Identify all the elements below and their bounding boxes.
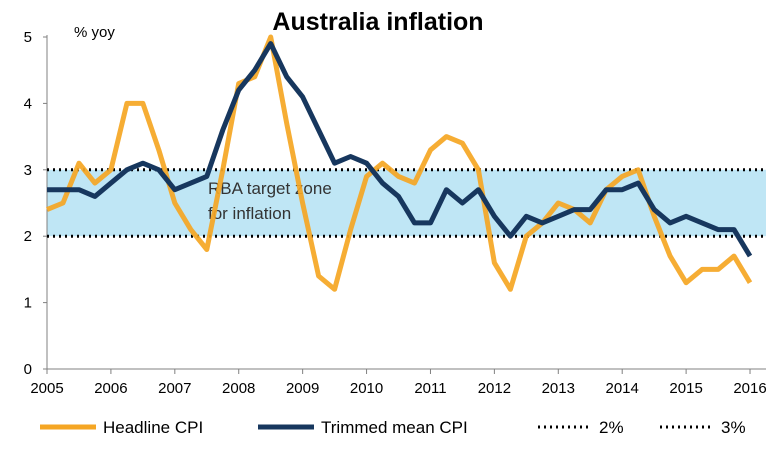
series-line-trimmed-mean-cpi [47,41,753,258]
x-tick-label: 2014 [606,380,639,397]
y-tick-label: 2 [24,228,32,245]
legend-label: 3% [721,418,746,437]
axes-group: 0 1 2 3 4 5 2005 2006 2007 2008 2009 2010 2011 2012 20… [24,29,767,397]
series-line-headline-cpi [46,34,753,292]
y-axis-label: % yoy [74,24,115,41]
band-label-line: for inflation [208,204,291,223]
x-tick-label: 2015 [669,380,702,397]
legend-label: Trimmed mean CPI [321,418,468,437]
x-tick-label: 2009 [286,380,319,397]
x-tick-label: 2016 [733,380,766,397]
x-tick-label: 2008 [222,380,255,397]
band-label-line: RBA target zone [208,179,332,198]
legend-label: 2% [599,418,624,437]
x-tick-label: 2005 [30,380,63,397]
legend-label: Headline CPI [103,418,203,437]
x-tick-label: 2013 [542,380,575,397]
x-tick-label: 2010 [350,380,383,397]
x-tick-label: 2011 [414,380,446,397]
series-group [46,34,753,292]
y-tick-label: 3 [24,162,32,179]
x-tick-label: 2012 [478,380,511,397]
y-tick-label: 0 [24,361,32,378]
y-tick-label: 4 [24,95,32,112]
x-tick-label: 2006 [94,380,127,397]
chart-title: Australia inflation [272,8,483,36]
x-tick-label: 2007 [158,380,191,397]
y-tick-label: 1 [24,295,32,312]
legend: Headline CPI Trimmed mean CPI 2% 3% [40,418,746,437]
y-tick-label: 5 [24,29,32,46]
